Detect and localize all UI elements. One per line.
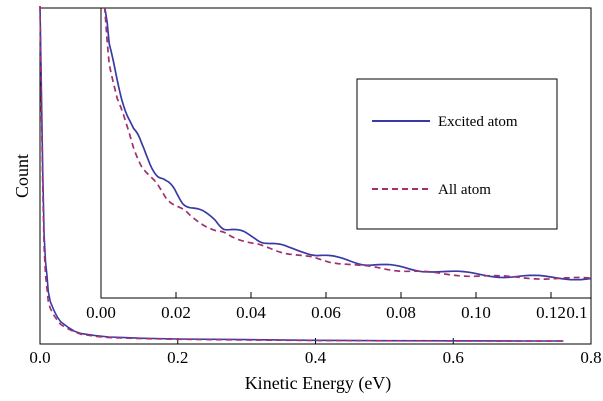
inset-series-group <box>103 8 591 281</box>
legend-label-excited: Excited atom <box>438 114 518 130</box>
main-x-tick-label: 0.0 <box>29 348 50 367</box>
inset-x-tick-label: 0.12 <box>536 303 566 322</box>
inset-x-tick-label: 0.1 <box>566 303 587 322</box>
main-x-tick-label: 0.4 <box>305 348 327 367</box>
inset-x-tick-label: 0.02 <box>161 303 191 322</box>
legend: Excited atom All atom <box>356 78 558 230</box>
main-series-group <box>39 5 564 342</box>
legend-box <box>356 78 558 230</box>
inset-x-ticks: 0.00 0.02 0.04 0.06 0.08 0.10 0.12 0.1 <box>86 292 588 322</box>
inset-x-tick-label: 0.06 <box>311 303 341 322</box>
y-axis-title: Count <box>12 154 32 198</box>
inset-series-line-excited <box>104 8 591 281</box>
main-x-tick-label: 0.2 <box>167 348 188 367</box>
x-axis-title: Kinetic Energy (eV) <box>245 373 392 394</box>
inset-x-tick-label: 0.04 <box>236 303 266 322</box>
legend-label-all: All atom <box>438 182 491 198</box>
main-series-line-all <box>39 5 564 342</box>
main-x-ticks: 0.0 0.2 0.4 0.6 0.8 <box>29 338 602 367</box>
inset-series-line-all <box>103 8 591 280</box>
inset-x-tick-label: 0.10 <box>461 303 491 322</box>
main-x-tick-label: 0.8 <box>580 348 601 367</box>
inset-x-tick-label: 0.08 <box>386 303 416 322</box>
main-x-tick-label: 0.6 <box>443 348 464 367</box>
inset-x-tick-label: 0.00 <box>86 303 116 322</box>
